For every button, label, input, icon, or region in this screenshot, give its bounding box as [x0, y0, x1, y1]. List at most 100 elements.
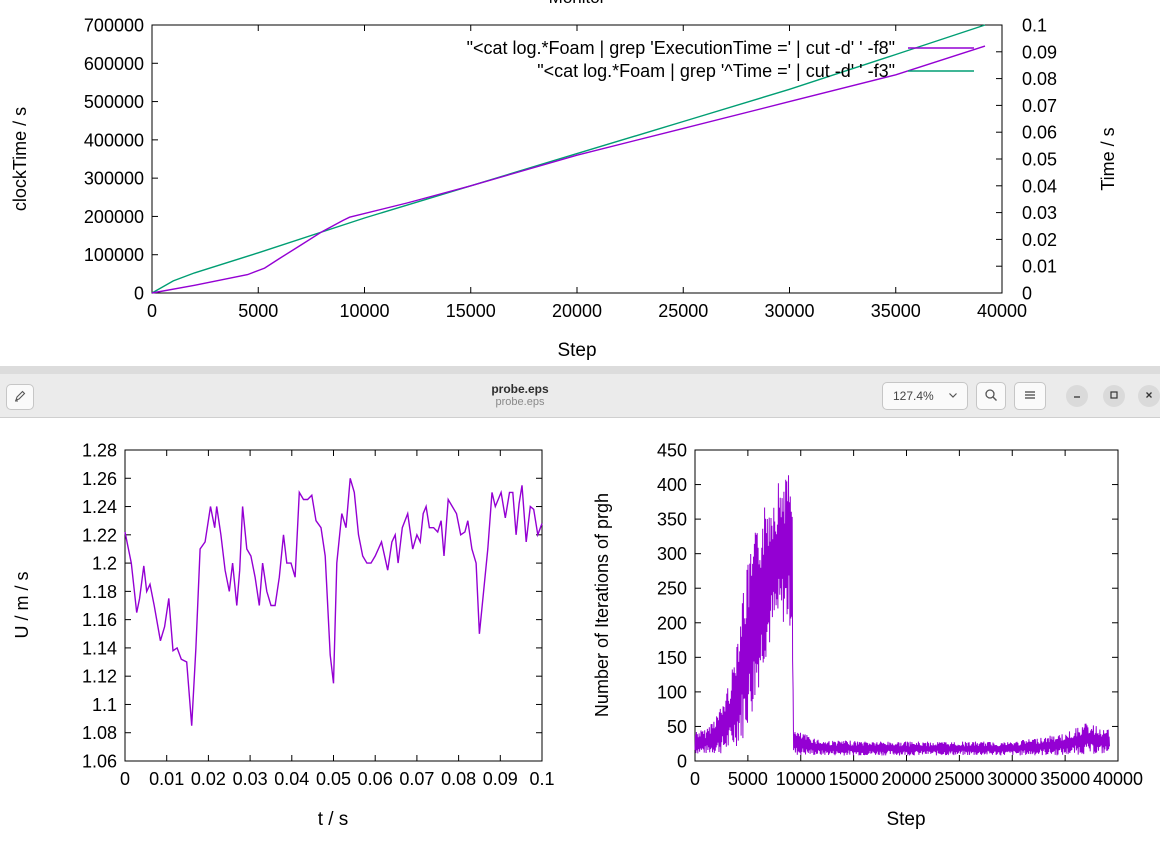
x-tick-label: 25000 — [658, 301, 708, 321]
x-tick-label: 40000 — [1093, 769, 1143, 789]
close-icon — [1144, 390, 1154, 403]
y2-tick-label: 0.08 — [1022, 69, 1057, 89]
menu-button[interactable] — [1014, 382, 1046, 410]
y-tick-label: 300000 — [84, 169, 144, 189]
y-tick-label: 0 — [677, 751, 687, 771]
y2-tick-label: 0.03 — [1022, 203, 1057, 223]
maximize-button[interactable] — [1103, 385, 1125, 407]
search-button[interactable] — [976, 382, 1006, 410]
document-title: probe.eps — [491, 382, 549, 396]
x-tick-label: 35000 — [1040, 769, 1090, 789]
x-axis-label: Step — [557, 340, 596, 361]
y2-tick-label: 0.04 — [1022, 176, 1057, 196]
pencil-icon — [14, 390, 26, 405]
y-tick-label: 0 — [134, 283, 144, 303]
y-tick-label: 400000 — [84, 130, 144, 150]
x-tick-label: 15000 — [829, 769, 879, 789]
y-tick-label: 600000 — [84, 54, 144, 74]
y-tick-label: 1.16 — [82, 610, 117, 630]
plot-frame — [124, 449, 543, 762]
viewer-header-bar: probe.eps probe.eps 127.4% — [0, 374, 1160, 418]
x-tick-label: 0 — [147, 301, 157, 321]
x-tick-label: 0.01 — [149, 769, 184, 789]
y2-tick-label: 0.06 — [1022, 123, 1057, 143]
window-gap — [0, 366, 1160, 374]
y-tick-label: 100000 — [84, 245, 144, 265]
y-tick-label: 1.26 — [82, 469, 117, 489]
x-tick-label: 0.05 — [316, 769, 351, 789]
probe-eps-document: 0 0.01 0.02 0.03 0.04 0.05 0.06 0.07 0.08 0.09 0.1… — [0, 418, 1160, 838]
zoom-select[interactable]: 127.4% — [882, 382, 968, 410]
x-tick-label: 0.1 — [529, 769, 554, 789]
x-tick-label: 0.06 — [358, 769, 393, 789]
y2-tick-label: 0.01 — [1022, 257, 1057, 277]
close-button[interactable] — [1138, 385, 1160, 407]
monitor-chart: Monitor 0 5000 10000 15000 20000 25000 30000 350… — [10, 0, 1118, 361]
y-tick-label: 1.1 — [92, 695, 117, 715]
maximize-icon — [1109, 390, 1119, 403]
series-execution-time-line — [151, 45, 986, 294]
y-tick-label: 250 — [657, 579, 687, 599]
y-tick-label: 200 — [657, 613, 687, 633]
search-icon — [984, 388, 998, 405]
edit-button[interactable] — [6, 384, 34, 410]
x-tick-label: 0 — [690, 769, 700, 789]
x-tick-label: 20000 — [881, 769, 931, 789]
x-axis-label: t / s — [318, 809, 349, 830]
x-tick-label: 0.03 — [233, 769, 268, 789]
probe-charts: 0 0.01 0.02 0.03 0.04 0.05 0.06 0.07 0.08 0.09 0.1… — [12, 440, 1143, 830]
x-tick-label: 0.09 — [483, 769, 518, 789]
legend-label-execution-time: "<cat log.*Foam | grep 'ExecutionTime ='… — [467, 38, 895, 58]
series-u-line — [124, 478, 543, 726]
x-tick-label: 30000 — [764, 301, 814, 321]
y-tick-label: 1.22 — [82, 525, 117, 545]
y2-tick-label: 0.1 — [1022, 15, 1047, 35]
y-tick-label: 50 — [667, 717, 687, 737]
x-tick-label: 0.08 — [441, 769, 476, 789]
x-tick-label: 10000 — [339, 301, 389, 321]
minimize-button[interactable] — [1066, 385, 1088, 407]
legend-label-time: "<cat log.*Foam | grep '^Time =' | cut -… — [537, 61, 895, 81]
y-tick-label: 1.12 — [82, 667, 117, 687]
y2-tick-label: 0 — [1022, 283, 1032, 303]
y-tick-label: 1.14 — [82, 638, 117, 658]
y2-tick-label: 0.02 — [1022, 230, 1057, 250]
y-tick-label: 1.28 — [82, 440, 117, 460]
x-tick-label: 10000 — [776, 769, 826, 789]
chart-title: Monitor — [549, 0, 606, 7]
monitor-plot-window: Monitor 0 5000 10000 15000 20000 25000 30000 350… — [0, 0, 1160, 366]
x-tick-label: 20000 — [552, 301, 602, 321]
y-tick-label: 350 — [657, 510, 687, 530]
y-tick-label: 500000 — [84, 92, 144, 112]
zoom-level: 127.4% — [893, 389, 934, 403]
x-tick-label: 0.07 — [399, 769, 434, 789]
x-tick-label: 5000 — [238, 301, 278, 321]
x-tick-label: 40000 — [977, 301, 1027, 321]
y-tick-label: 1.24 — [82, 497, 117, 517]
y2-tick-label: 0.09 — [1022, 42, 1057, 62]
y-axis-label: Number of Iterations of prgh — [592, 493, 612, 717]
x-tick-label: 0.02 — [191, 769, 226, 789]
x-axis-label: Step — [886, 809, 925, 830]
y-tick-label: 100 — [657, 682, 687, 702]
y-tick-label: 450 — [657, 440, 687, 460]
y-tick-label: 1.08 — [82, 723, 117, 743]
y-tick-label: 700000 — [84, 15, 144, 35]
minimize-icon — [1072, 390, 1082, 403]
x-tick-label: 35000 — [871, 301, 921, 321]
y2-axis-label: Time / s — [1098, 127, 1118, 190]
y-tick-label: 300 — [657, 544, 687, 564]
y-tick-label: 200000 — [84, 207, 144, 227]
hamburger-menu-icon — [1024, 389, 1036, 404]
y2-tick-label: 0.05 — [1022, 149, 1057, 169]
y-axis-label: clockTime / s — [10, 107, 30, 211]
y-axis-label: U / m / s — [12, 572, 32, 639]
y2-tick-label: 0.07 — [1022, 96, 1057, 116]
x-tick-label: 25000 — [934, 769, 984, 789]
y-tick-label: 1.18 — [82, 582, 117, 602]
y-tick-label: 1.2 — [92, 554, 117, 574]
x-tick-label: 30000 — [987, 769, 1037, 789]
chevron-down-icon — [948, 389, 958, 403]
series-iterations-line — [694, 475, 1110, 756]
x-tick-label: 5000 — [728, 769, 768, 789]
